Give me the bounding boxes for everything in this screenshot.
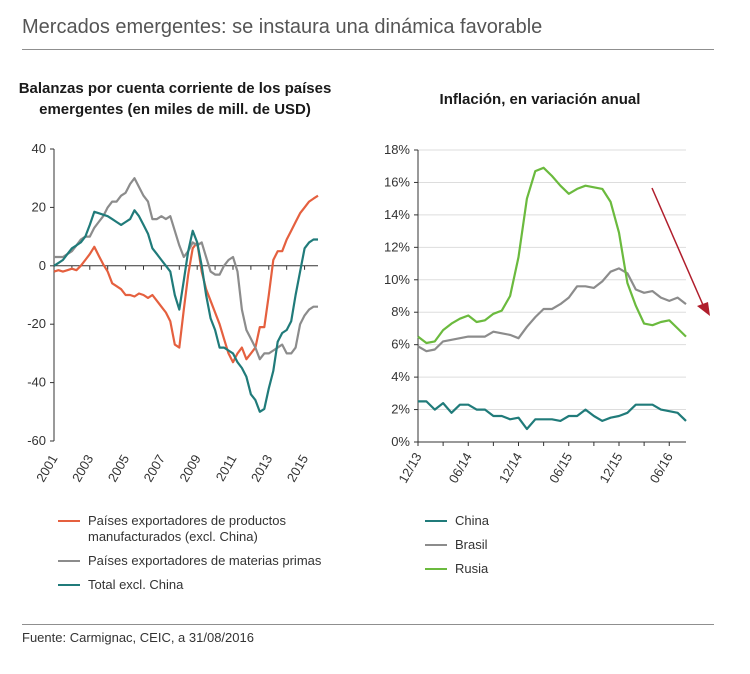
footer-divider bbox=[22, 624, 714, 625]
y-tick-label: 10% bbox=[384, 272, 410, 287]
right-legend-swatch bbox=[425, 520, 447, 522]
y-tick-label: 20 bbox=[32, 199, 46, 214]
y-tick-label: -60 bbox=[27, 433, 46, 448]
y-tick-label: -20 bbox=[27, 316, 46, 331]
x-tick-label: 2007 bbox=[141, 452, 168, 485]
source-note: Fuente: Carmignac, CEIC, a 31/08/2016 bbox=[22, 630, 254, 645]
right-legend-label: China bbox=[455, 513, 489, 529]
series-line-rusia bbox=[417, 166, 687, 345]
left-chart-title-line-1: Balanzas por cuenta corriente de los paí… bbox=[18, 80, 332, 97]
y-tick-label: 12% bbox=[384, 239, 410, 254]
right-chart-title: Inflación, en variación anual bbox=[439, 91, 641, 108]
right-legend-label: Brasil bbox=[455, 537, 488, 553]
right-legend-label-line: China bbox=[455, 513, 489, 528]
trend-arrow-shaft bbox=[651, 187, 704, 306]
x-tick-label: 2009 bbox=[176, 452, 203, 485]
x-tick-label: 06/16 bbox=[647, 450, 676, 486]
x-tick-label: 2015 bbox=[284, 452, 311, 485]
right-legend-label-line: Brasil bbox=[455, 537, 488, 552]
series-line-manufacturing bbox=[53, 194, 319, 364]
x-tick-label: 06/14 bbox=[446, 450, 475, 486]
left-legend-label: Países exportadores de productos manufact… bbox=[88, 513, 286, 545]
x-tick-label: 2013 bbox=[248, 452, 275, 485]
x-tick-label: 2011 bbox=[213, 452, 240, 484]
trend-arrow-head bbox=[697, 302, 710, 316]
y-tick-label: 2% bbox=[391, 402, 410, 417]
y-tick-label: 0% bbox=[391, 434, 410, 449]
left-chart-title-line-2: emergentes (en miles de mill. de USD) bbox=[39, 101, 311, 118]
page-title: Mercados emergentes: se instaura una din… bbox=[22, 16, 543, 38]
right-legend-swatch bbox=[425, 568, 447, 570]
y-tick-label: 0 bbox=[39, 258, 46, 273]
left-legend-label: Países exportadores de materias primas bbox=[88, 553, 321, 569]
left-legend-label-line: Países exportadores de materias primas bbox=[88, 553, 322, 568]
left-legend-swatch bbox=[58, 560, 80, 562]
y-tick-label: -40 bbox=[27, 375, 46, 390]
y-tick-label: 4% bbox=[391, 369, 410, 384]
inflation-chart: 18% 16% 14% 12% 10% 8% 6% 4% 2% 0%12/13 06/14 12/14… bbox=[384, 142, 687, 486]
left-legend-label: Total excl. China bbox=[88, 577, 183, 593]
left-legend-label-line: Total excl. China bbox=[88, 577, 184, 592]
left-legend-swatch bbox=[58, 520, 80, 522]
y-tick-label: 6% bbox=[391, 337, 410, 352]
right-legend-label: Rusia bbox=[455, 561, 488, 577]
x-tick-label: 12/15 bbox=[596, 450, 625, 486]
right-legend-label-line: Rusia bbox=[455, 561, 489, 576]
current-account-chart: 40 20 0 -20 -40 -60 2001 2003 2005 2007 2009 2011 20… bbox=[27, 141, 319, 485]
series-line-brasil bbox=[417, 267, 687, 353]
right-legend-swatch bbox=[425, 544, 447, 546]
series-line-commodities bbox=[54, 177, 318, 361]
y-tick-label: 14% bbox=[384, 207, 410, 222]
left-chart-title: Balanzas por cuenta corriente de los paí… bbox=[10, 78, 340, 120]
series-line-china bbox=[418, 400, 687, 431]
series-line-total bbox=[53, 209, 318, 413]
x-tick-label: 2001 bbox=[33, 452, 60, 485]
left-legend-swatch bbox=[58, 584, 80, 586]
header-divider bbox=[22, 49, 714, 50]
x-tick-label: 06/15 bbox=[546, 450, 575, 486]
left-legend-label-line: manufacturados (excl. China) bbox=[88, 529, 258, 544]
x-tick-label: 12/13 bbox=[395, 450, 424, 486]
y-tick-label: 40 bbox=[32, 141, 46, 156]
y-tick-label: 8% bbox=[391, 304, 410, 319]
x-tick-label: 2005 bbox=[105, 452, 132, 485]
y-tick-label: 18% bbox=[384, 142, 410, 157]
x-tick-label: 2003 bbox=[69, 452, 96, 485]
left-legend-label-line: Países exportadores de productos bbox=[88, 513, 287, 528]
downward-trend-arrow bbox=[651, 187, 710, 316]
x-tick-label: 12/14 bbox=[496, 450, 525, 486]
y-tick-label: 16% bbox=[384, 174, 410, 189]
